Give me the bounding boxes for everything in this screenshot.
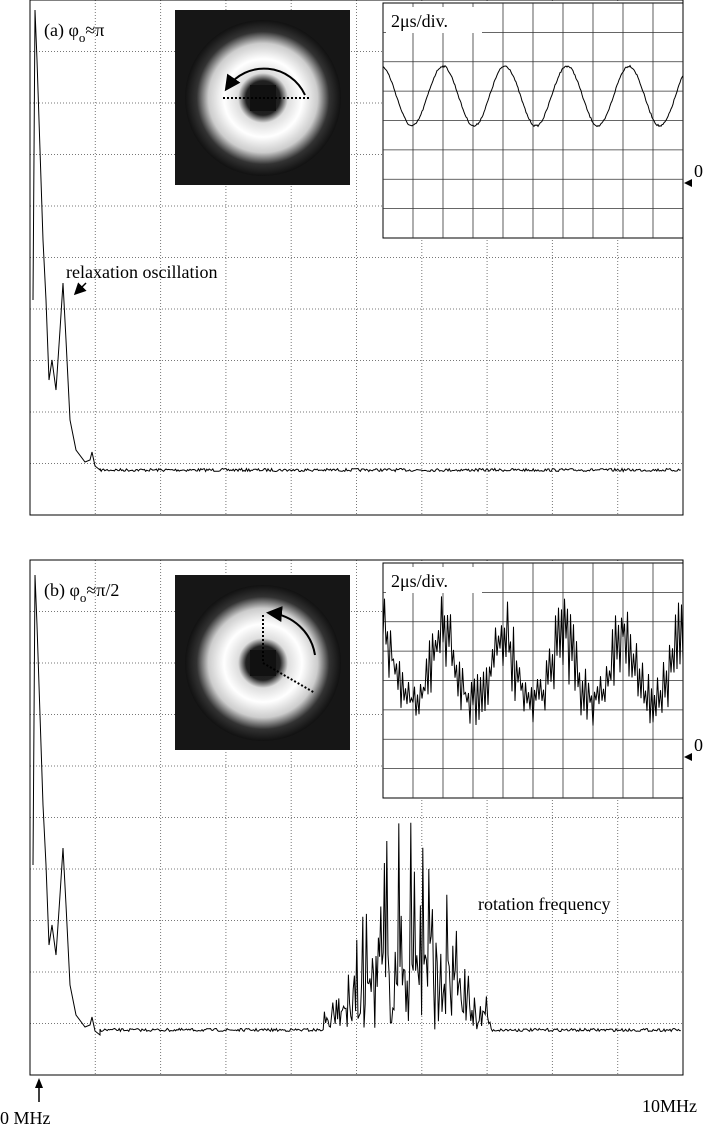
zero-marker: 0: [694, 735, 703, 755]
label-prefix: (a) φ: [44, 20, 79, 41]
panel: (b) φo≈π/2 2μs/div. 0 rotation frequency: [29, 559, 703, 1076]
origin-arrow: [35, 1078, 43, 1088]
zero-arrow: [684, 179, 692, 187]
x-end-label: 10MHz: [642, 1096, 697, 1116]
rotation-arrow: [266, 606, 316, 656]
annotation: relaxation oscillation: [66, 262, 217, 282]
zero-arrow: [684, 753, 692, 761]
label-suffix: ≈π/2: [86, 580, 119, 600]
spectrum-trace: [32, 9, 681, 473]
scope-trace: [382, 64, 684, 128]
scope-trace: [382, 596, 684, 726]
scope-label-bg: [386, 567, 482, 593]
annotation: rotation frequency: [478, 894, 610, 914]
panel-frame: [29, 559, 684, 1076]
panel: (a) φo≈π 2μs/div. 0 relaxation oscillation: [29, 0, 703, 516]
scope-scale: 2μs/div.: [391, 571, 448, 591]
panel-label: (b) φo≈π/2: [44, 580, 119, 605]
spectrum-trace: [32, 574, 681, 1037]
x-start-label: 0 MHz: [0, 1108, 51, 1128]
zero-marker: 0: [694, 161, 703, 181]
panel-label: (a) φo≈π: [44, 20, 104, 45]
scope-label-bg: [386, 7, 482, 33]
panel-frame: [29, 0, 684, 516]
label-sub: o: [80, 590, 87, 605]
annotation-arrow: [73, 282, 87, 296]
label-sub: o: [79, 30, 86, 45]
scope-scale: 2μs/div.: [391, 11, 448, 31]
label-suffix: ≈π: [85, 20, 104, 40]
label-prefix: (b) φ: [44, 580, 80, 601]
rotation-arrow: [224, 67, 306, 96]
